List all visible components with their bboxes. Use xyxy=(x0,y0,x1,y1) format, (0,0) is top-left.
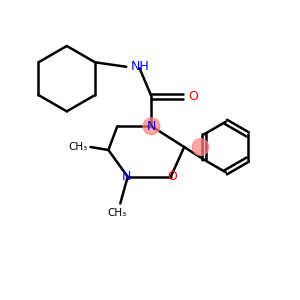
Text: CH₃: CH₃ xyxy=(108,208,127,218)
Text: O: O xyxy=(189,90,199,103)
Text: O: O xyxy=(167,170,177,183)
Text: N: N xyxy=(122,170,131,183)
Circle shape xyxy=(143,118,160,134)
Text: N: N xyxy=(147,120,156,133)
Text: CH₃: CH₃ xyxy=(68,142,88,152)
Text: NH: NH xyxy=(131,60,149,73)
Circle shape xyxy=(192,139,209,155)
